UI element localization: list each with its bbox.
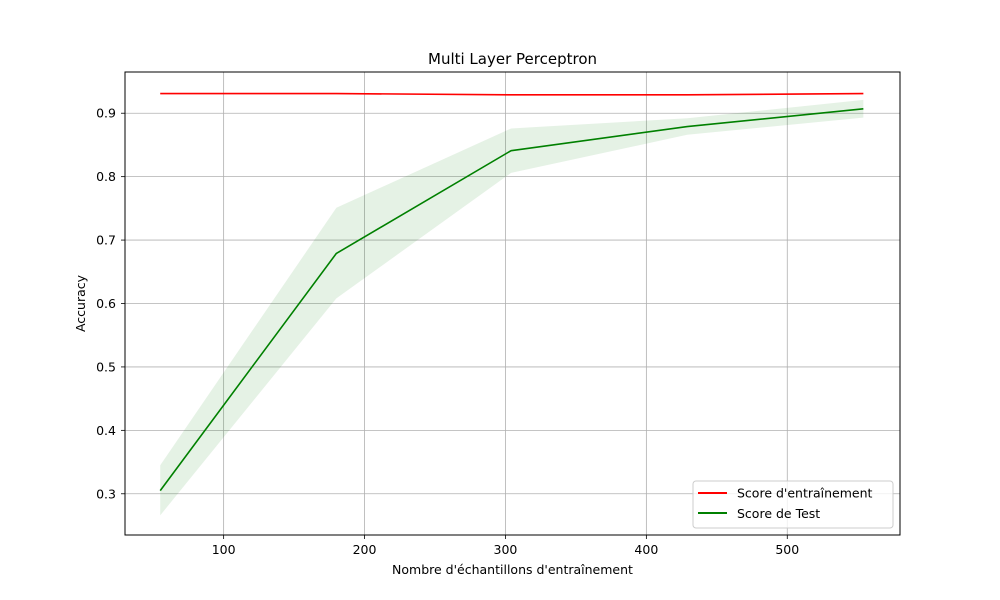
series-lines [159,92,864,492]
legend-label-test: Score de Test [737,506,820,521]
y-tick-label: 0.8 [96,169,116,184]
x-axis-ticks: 100 200 300 400 500 [212,535,799,557]
y-tick-label: 0.3 [96,486,116,501]
legend-box [692,480,894,529]
line-series-0 [160,92,864,96]
x-tick-label: 100 [212,542,236,557]
chart-title: Multi Layer Perceptron [428,50,597,68]
y-tick-label: 0.7 [96,233,116,248]
y-tick-label: 0.4 [96,423,116,438]
grid [125,72,900,535]
y-tick-label: 0.5 [96,359,116,374]
y-axis-label: Accuracy [73,274,88,332]
legend: Score d'entraînement Score de Test [692,480,894,529]
y-tick-label: 0.9 [96,106,116,121]
y-tick-label: 0.6 [96,296,116,311]
band-series-1 [160,99,864,516]
line-series-1 [159,107,864,492]
legend-label-train: Score d'entraînement [737,486,873,501]
x-tick-label: 400 [634,542,658,557]
x-axis-label: Nombre d'échantillons d'entraînement [392,562,633,577]
x-tick-label: 300 [494,542,518,557]
y-axis-ticks: 0.3 0.4 0.5 0.6 0.7 0.8 0.9 [96,106,125,501]
x-tick-label: 200 [353,542,377,557]
x-tick-label: 500 [775,542,799,557]
